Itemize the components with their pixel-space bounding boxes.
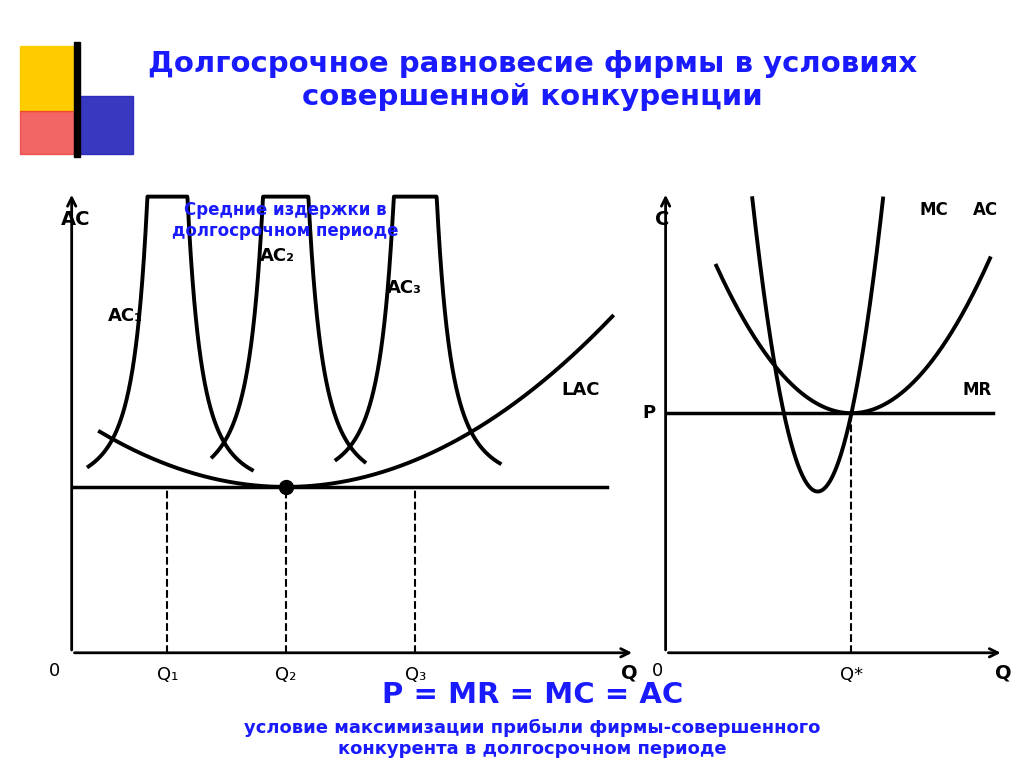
Text: Q*: Q* <box>840 667 863 684</box>
Text: MC: MC <box>920 201 948 219</box>
Text: C: C <box>655 210 670 230</box>
Text: 0: 0 <box>49 662 60 680</box>
Text: Q₃: Q₃ <box>404 667 426 684</box>
Text: LAC: LAC <box>561 381 600 399</box>
Text: Q: Q <box>621 663 637 682</box>
Text: AC: AC <box>60 210 90 230</box>
Text: Долгосрочное равновесие фирмы в условиях
совершенной конкуренции: Долгосрочное равновесие фирмы в условиях… <box>147 51 918 111</box>
Text: условие максимизации прибыли фирмы-совершенного
конкурента в долгосрочном период: условие максимизации прибыли фирмы-совер… <box>245 720 820 758</box>
Text: Q₂: Q₂ <box>275 667 296 684</box>
Text: AC₁: AC₁ <box>109 307 143 325</box>
Text: MR: MR <box>963 381 992 399</box>
Text: P: P <box>642 404 655 422</box>
Text: AC₂: AC₂ <box>260 247 295 265</box>
Text: Q: Q <box>995 663 1012 682</box>
Text: AC: AC <box>973 201 998 219</box>
Text: AC₃: AC₃ <box>387 280 422 297</box>
Text: Q₁: Q₁ <box>157 667 178 684</box>
Text: P = MR = MC = AC: P = MR = MC = AC <box>382 681 683 709</box>
Text: Средние издержки в
долгосрочном периоде: Средние издержки в долгосрочном периоде <box>172 201 399 240</box>
Text: 0: 0 <box>652 662 664 680</box>
